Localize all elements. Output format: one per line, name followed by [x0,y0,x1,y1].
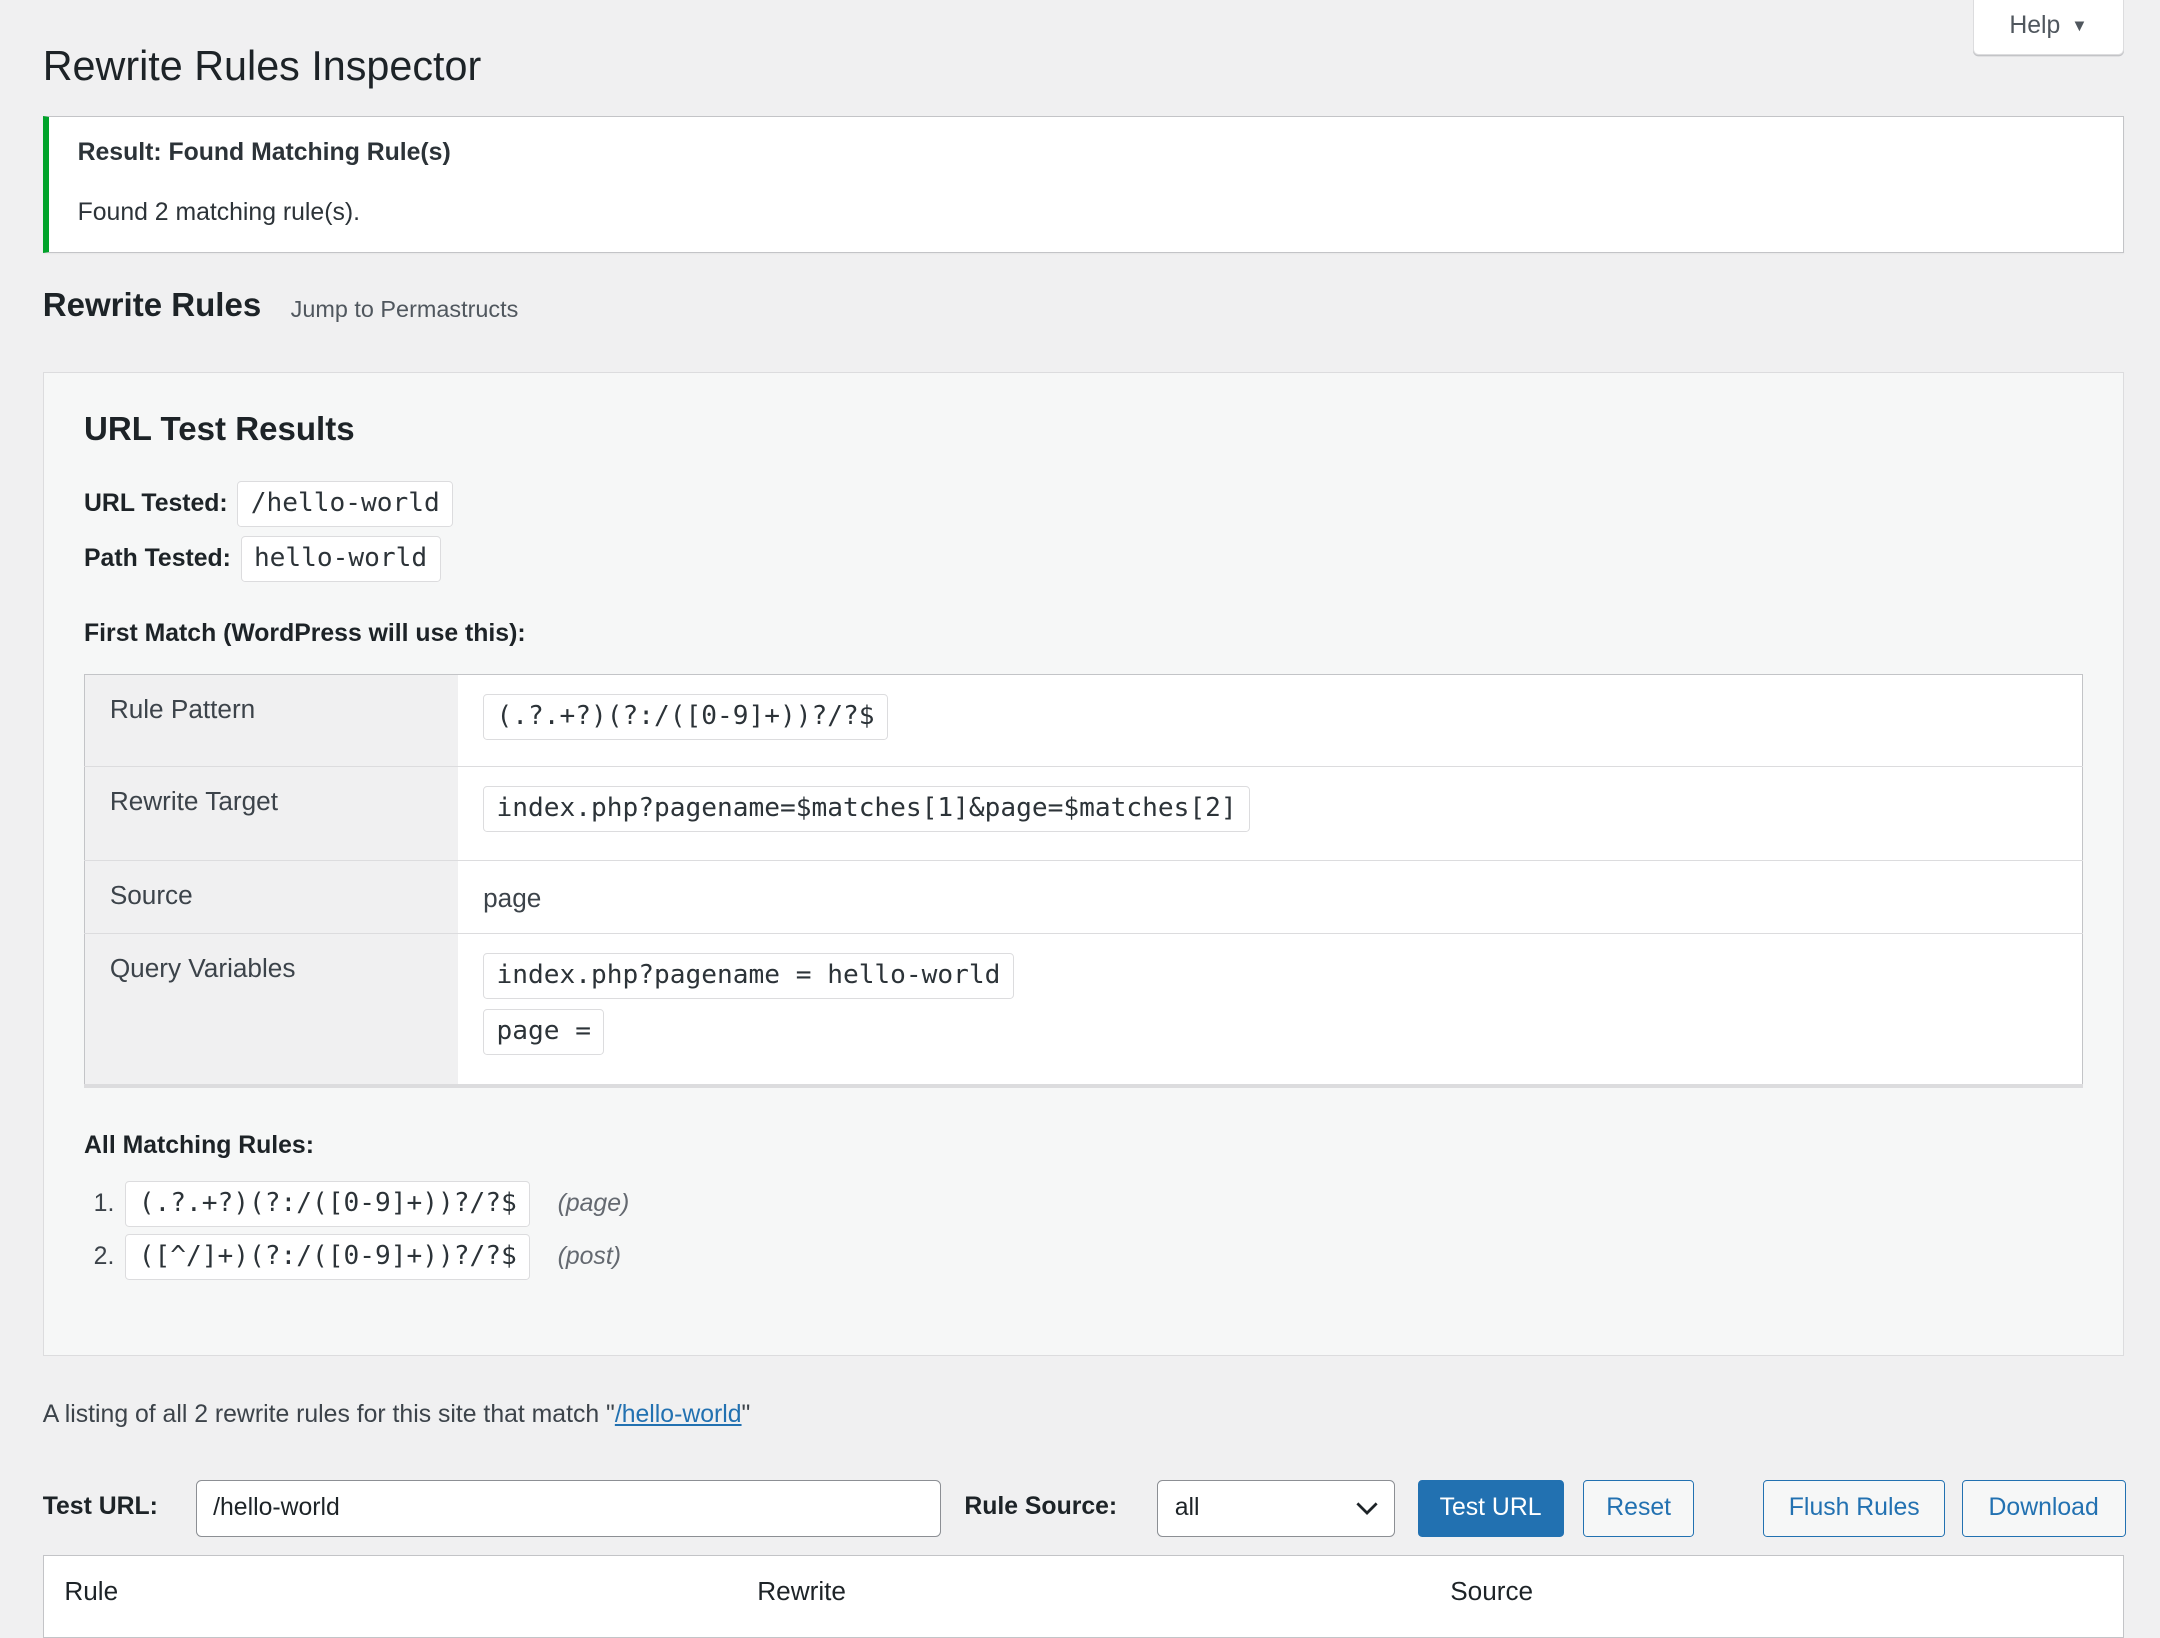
table-row: Query Variables index.php?pagename = hel… [84,932,2083,1086]
path-tested-label: Path Tested: [84,544,231,572]
query-variables-label: Query Variables [84,932,459,1086]
triangle-down-icon: ▼ [2071,16,2088,36]
url-tested-label: URL Tested: [84,489,228,517]
download-button[interactable]: Download [1961,1479,2126,1538]
first-match-label: First Match (WordPress will use this): [84,619,526,647]
flush-rules-button[interactable]: Flush Rules [1763,1479,1946,1538]
test-url-label: Test URL: [42,1493,158,1521]
rule-pattern-label: Rule Pattern [84,674,459,767]
test-url-value: /hello-world [213,1494,340,1522]
list-item: 1. (.?.+?)(?:/([0-9]+))?/?$ (page) [93,1180,630,1227]
rule-pattern-value: (.?.+?)(?:/([0-9]+))?/?$ [483,693,888,740]
rule-source-value: all [1174,1494,1200,1522]
table-row: Source page [84,859,2083,934]
notice-title: Result: Found Matching Rule(s) [77,138,451,166]
path-tested-value: hello-world [240,535,441,582]
test-url-input[interactable]: /hello-world [195,1479,941,1538]
all-matching-label: All Matching Rules: [84,1132,314,1160]
list-number: 1. [93,1189,115,1217]
section-title: Rewrite Rules [42,286,262,324]
matching-rule-source: (post) [557,1243,621,1271]
matching-rule: ([^/]+)(?:/([0-9]+))?/?$ [125,1234,531,1281]
reset-button[interactable]: Reset [1582,1479,1695,1538]
matching-rule: (.?.+?)(?:/([0-9]+))?/?$ [125,1180,531,1227]
list-number: 2. [93,1243,115,1271]
source-value: page [458,859,2083,934]
table-row: Rewrite Target index.php?pagename=$match… [84,765,2083,861]
column-header-source[interactable]: Source [1450,1575,1534,1606]
first-match-table: Rule Pattern (.?.+?)(?:/([0-9]+))?/?$ Re… [84,673,2083,1088]
query-variable: page = [483,1008,605,1055]
query-variable: index.php?pagename = hello-world [483,953,1014,1000]
list-item: 2. ([^/]+)(?:/([0-9]+))?/?$ (post) [93,1234,621,1281]
source-label: Source [84,859,459,934]
column-header-rewrite[interactable]: Rewrite [757,1575,846,1606]
matching-rule-source: (page) [557,1189,630,1217]
listing-prefix: A listing of all 2 rewrite rules for thi… [42,1401,615,1429]
page-title: Rewrite Rules Inspector [42,42,482,89]
table-row: Rule Pattern (.?.+?)(?:/([0-9]+))?/?$ [84,674,2083,767]
result-notice: Result: Found Matching Rule(s) Found 2 m… [42,115,2125,254]
listing-suffix: " [741,1401,751,1429]
rule-source-select[interactable]: all [1157,1479,1396,1538]
hello-world-link[interactable]: /hello-world [614,1401,742,1429]
help-button[interactable]: Help ▼ [1972,0,2125,56]
path-tested-row: Path Tested: hello-world [84,535,441,582]
test-url-button[interactable]: Test URL [1417,1479,1564,1538]
rewrite-target-value: index.php?pagename=$matches[1]&page=$mat… [483,786,1251,833]
rule-source-label: Rule Source: [964,1493,1118,1521]
url-tested-row: URL Tested: /hello-world [84,480,454,527]
url-tested-value: /hello-world [237,480,454,527]
rules-table-header: Rule Rewrite Source [42,1555,2125,1638]
chevron-down-icon [1356,1501,1378,1515]
rewrite-target-label: Rewrite Target [84,765,459,861]
notice-message: Found 2 matching rule(s). [77,199,360,227]
listing-text: A listing of all 2 rewrite rules for thi… [43,1401,751,1429]
column-header-rule[interactable]: Rule [64,1575,119,1606]
results-title: URL Test Results [84,410,355,448]
jump-to-permastructs-link[interactable]: Jump to Permastructs [290,296,519,323]
help-label: Help [2009,12,2061,40]
